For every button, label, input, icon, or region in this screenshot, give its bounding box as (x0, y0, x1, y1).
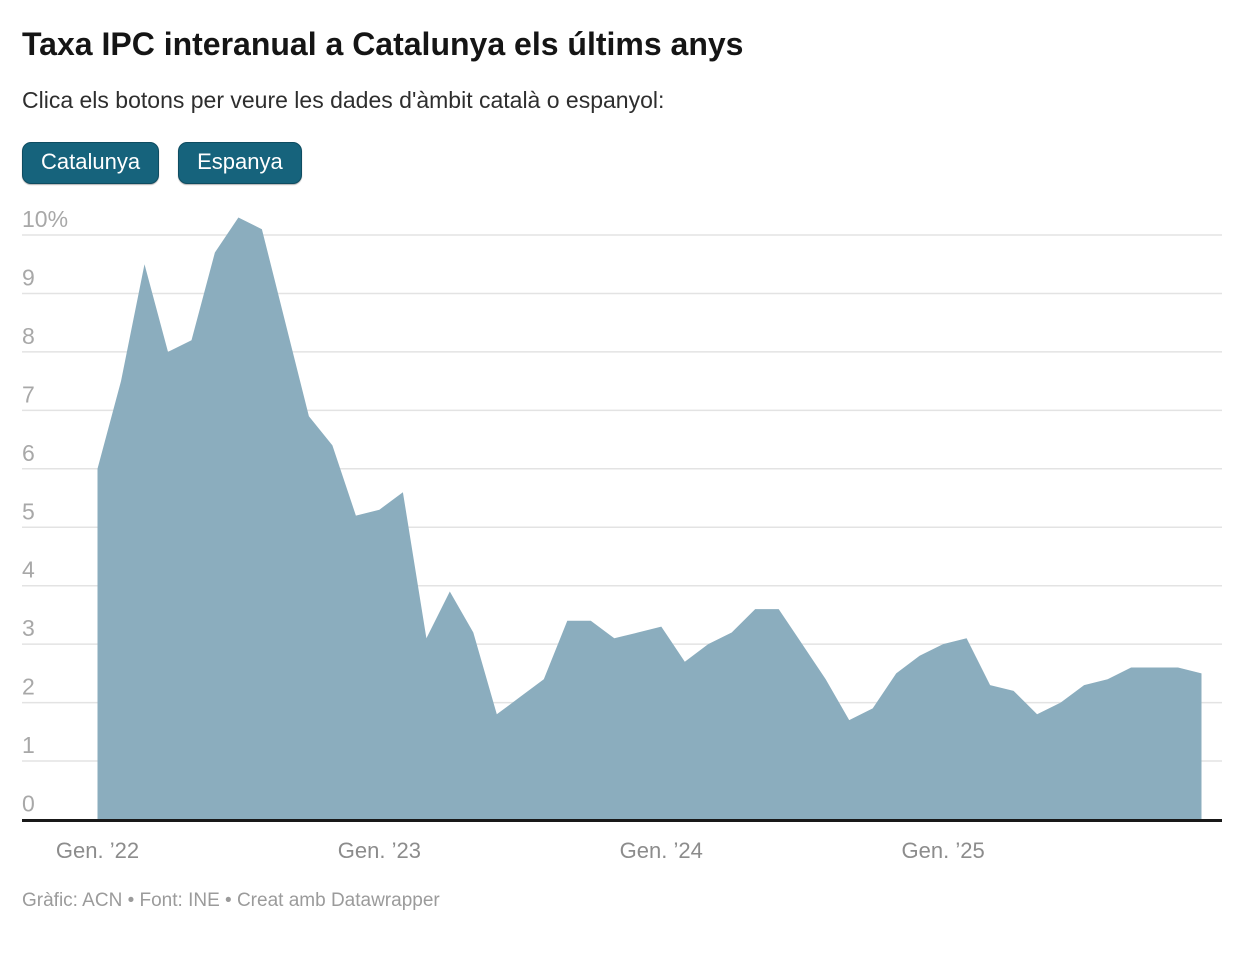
chart-title: Taxa IPC interanual a Catalunya els últi… (22, 26, 744, 62)
y-axis-tick-label-8: 8 (22, 323, 35, 349)
catalunya-button[interactable]: Catalunya (22, 141, 160, 185)
y-axis-tick-label-4: 4 (22, 557, 35, 583)
chart-footer: Gràfic: ACN • Font: INE • Creat amb Data… (22, 890, 440, 912)
y-axis-tick-label-2: 2 (22, 674, 35, 700)
y-axis-tick-label-3: 3 (22, 615, 35, 641)
y-axis-tick-label-9: 9 (22, 265, 35, 291)
y-axis-tick-label-7: 7 (22, 382, 35, 408)
y-axis-tick-label-6: 6 (22, 440, 35, 466)
ipc-area-chart: 0 1 2 3 4 5 6 7 8 9 10% Gen. ’22 Gen. ’23 Gen. ’24 Gen… (22, 206, 1222, 863)
chart-subtitle: Clica els botons per veure les dades d'à… (22, 86, 665, 113)
y-axis-tick-label-1: 1 (22, 732, 35, 758)
x-axis-tick-label-Gen22: Gen. ’22 (56, 838, 139, 863)
y-axis-tick-label-10: 10% (22, 206, 68, 232)
y-axis-tick-label-0: 0 (22, 791, 35, 817)
espanya-button[interactable]: Espanya (178, 141, 302, 185)
x-axis-tick-label-Gen24: Gen. ’24 (620, 838, 703, 863)
ipc-area-series (97, 217, 1202, 820)
x-axis-tick-label-Gen25: Gen. ’25 (902, 838, 985, 863)
x-axis-tick-label-Gen23: Gen. ’23 (338, 838, 421, 863)
region-toggle-group: Catalunya Espanya (22, 141, 1220, 185)
y-axis-tick-label-5: 5 (22, 498, 35, 524)
